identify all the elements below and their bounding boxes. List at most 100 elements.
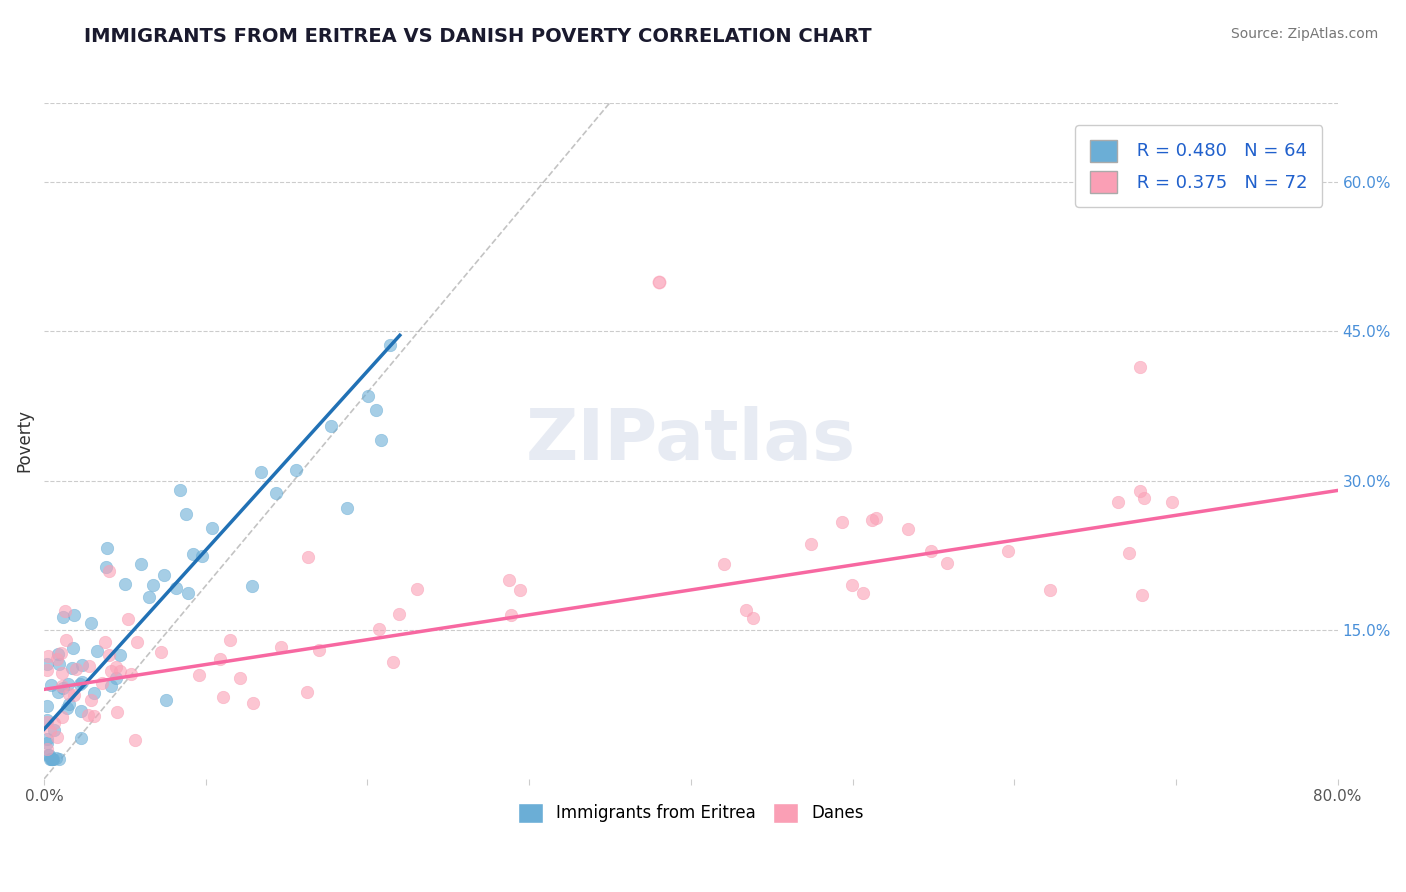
Danes — [367, 623, 389, 637]
Immigrants from Eritrea — [96, 541, 118, 555]
Danes — [509, 583, 531, 598]
Y-axis label: Poverty: Poverty — [15, 409, 32, 472]
Danes — [860, 513, 883, 527]
Immigrants from Eritrea — [100, 679, 122, 693]
Danes — [51, 709, 73, 723]
Immigrants from Eritrea — [285, 463, 308, 477]
Danes — [49, 646, 72, 660]
Danes — [108, 664, 131, 678]
Immigrants from Eritrea — [129, 557, 152, 571]
Immigrants from Eritrea — [201, 521, 224, 535]
Danes — [58, 688, 80, 702]
Immigrants from Eritrea — [96, 560, 118, 574]
Danes — [55, 632, 77, 647]
Danes — [105, 705, 128, 719]
Legend: Immigrants from Eritrea, Danes: Immigrants from Eritrea, Danes — [510, 795, 872, 831]
Danes — [1130, 588, 1153, 602]
Immigrants from Eritrea — [52, 681, 75, 695]
Danes — [1133, 491, 1156, 505]
Immigrants from Eritrea — [51, 610, 73, 624]
Immigrants from Eritrea — [37, 698, 59, 713]
Danes — [51, 679, 73, 693]
Danes — [65, 662, 87, 676]
Immigrants from Eritrea — [37, 736, 59, 750]
Danes — [242, 696, 264, 710]
Danes — [920, 544, 942, 558]
Immigrants from Eritrea — [380, 338, 402, 352]
Danes — [100, 664, 122, 678]
Text: Source: ZipAtlas.com: Source: ZipAtlas.com — [1230, 27, 1378, 41]
Danes — [187, 668, 209, 682]
Danes — [498, 573, 520, 587]
Danes — [935, 556, 957, 570]
Danes — [98, 648, 121, 662]
Immigrants from Eritrea — [356, 389, 378, 403]
Immigrants from Eritrea — [69, 677, 91, 691]
Danes — [308, 643, 330, 657]
Immigrants from Eritrea — [114, 576, 136, 591]
Immigrants from Eritrea — [46, 685, 69, 699]
Immigrants from Eritrea — [46, 647, 69, 661]
Danes — [117, 612, 139, 626]
Immigrants from Eritrea — [38, 747, 60, 762]
Danes — [53, 604, 76, 618]
Danes — [211, 690, 233, 705]
Danes — [852, 585, 875, 599]
Immigrants from Eritrea — [48, 752, 70, 766]
Point — [647, 275, 669, 289]
Immigrants from Eritrea — [70, 674, 93, 689]
Immigrants from Eritrea — [165, 581, 187, 595]
Danes — [105, 660, 128, 674]
Danes — [51, 666, 73, 681]
Immigrants from Eritrea — [37, 713, 59, 727]
Immigrants from Eritrea — [336, 501, 359, 516]
Immigrants from Eritrea — [138, 590, 160, 604]
Immigrants from Eritrea — [177, 586, 200, 600]
Danes — [62, 689, 84, 703]
Immigrants from Eritrea — [70, 731, 93, 745]
Immigrants from Eritrea — [56, 701, 79, 715]
Danes — [800, 537, 823, 551]
Immigrants from Eritrea — [370, 434, 392, 448]
Danes — [229, 671, 252, 685]
Immigrants from Eritrea — [105, 671, 128, 685]
Immigrants from Eritrea — [37, 657, 59, 671]
Immigrants from Eritrea — [242, 579, 264, 593]
Danes — [37, 663, 59, 677]
Danes — [209, 652, 232, 666]
Immigrants from Eritrea — [37, 731, 59, 746]
Immigrants from Eritrea — [60, 661, 83, 675]
Immigrants from Eritrea — [39, 678, 62, 692]
Danes — [46, 652, 69, 666]
Danes — [124, 732, 146, 747]
Immigrants from Eritrea — [37, 747, 59, 762]
Danes — [1107, 495, 1129, 509]
Immigrants from Eritrea — [153, 567, 176, 582]
Immigrants from Eritrea — [169, 483, 191, 497]
Immigrants from Eritrea — [42, 752, 65, 766]
Danes — [1039, 582, 1062, 597]
Danes — [44, 716, 66, 731]
Danes — [45, 730, 67, 744]
Immigrants from Eritrea — [56, 676, 79, 690]
Danes — [76, 708, 98, 723]
Immigrants from Eritrea — [181, 547, 204, 561]
Danes — [742, 610, 765, 624]
Immigrants from Eritrea — [319, 418, 342, 433]
Danes — [79, 659, 101, 673]
Danes — [1129, 360, 1152, 375]
Danes — [897, 523, 920, 537]
Text: IMMIGRANTS FROM ERITREA VS DANISH POVERTY CORRELATION CHART: IMMIGRANTS FROM ERITREA VS DANISH POVERT… — [84, 27, 872, 45]
Danes — [997, 543, 1019, 558]
Danes — [831, 515, 853, 529]
Immigrants from Eritrea — [62, 640, 84, 655]
Danes — [125, 635, 148, 649]
Immigrants from Eritrea — [249, 465, 271, 479]
Immigrants from Eritrea — [191, 549, 214, 563]
Danes — [120, 666, 142, 681]
Immigrants from Eritrea — [108, 648, 131, 662]
Immigrants from Eritrea — [39, 752, 62, 766]
Danes — [295, 685, 318, 699]
Immigrants from Eritrea — [45, 750, 67, 764]
Danes — [1129, 483, 1152, 498]
